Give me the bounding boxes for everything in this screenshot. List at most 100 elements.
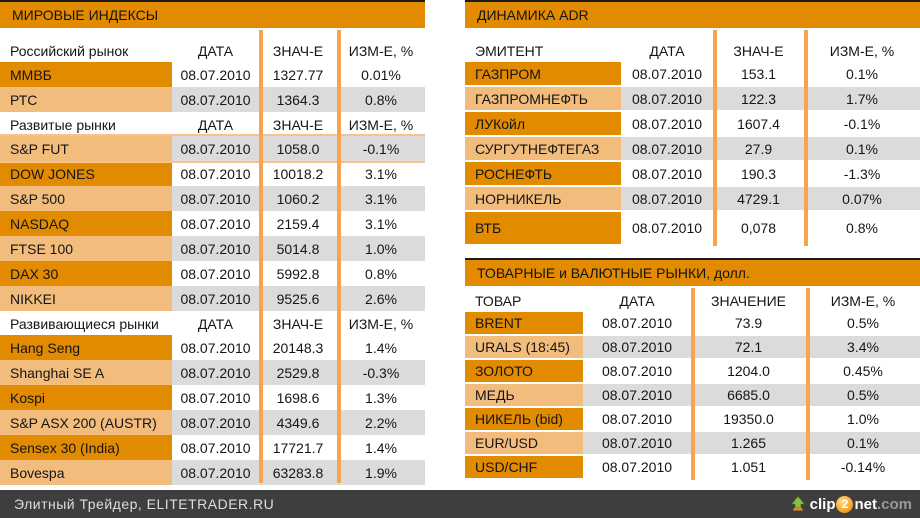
clip2net-logo[interactable]: clip 2 net .com [790, 490, 912, 518]
logo-badge-2: 2 [836, 495, 854, 513]
date-cell: 08.07.2010 [172, 136, 259, 161]
date-cell: 08.07.2010 [172, 236, 259, 261]
table-header-row: Российский рынок ДАТА ЗНАЧ-Е ИЗМ-Е, % [0, 40, 425, 62]
instrument-label: NIKKEI [0, 286, 172, 311]
table-row: РТС 08.07.2010 1364.3 0.8% [0, 87, 425, 112]
table-row: ГАЗПРОМ 08.07.2010 153.1 0.1% [465, 62, 920, 87]
column-header: ИЗМ-Е, % [348, 117, 414, 133]
adr-dynamics-panel: ДИНАМИКА ADR ЭМИТЕНТ ДАТА ЗНАЧ-Е ИЗМ-Е, % ГА… [465, 0, 920, 246]
table-header-row: ТОВАР ДАТА ЗНАЧЕНИЕ ИЗМ-Е, % [465, 290, 920, 312]
value-cell: 9525.6 [259, 286, 337, 311]
instrument-label: РТС [0, 87, 172, 112]
instrument-label: МЕДЬ [465, 384, 583, 408]
column-header: ИЗМ-Е, % [829, 43, 895, 59]
table-row: S&P FUT 08.07.2010 1058.0 -0.1% [0, 136, 425, 161]
table-row: ЛУКойл 08.07.2010 1607.4 -0.1% [465, 112, 920, 137]
change-cell: 0.07% [804, 187, 920, 212]
date-cell: 08.07.2010 [583, 312, 691, 336]
table-row: НОРНИКЕЛЬ 08.07.2010 4729.1 0.07% [465, 187, 920, 212]
table-row: Sensex 30 (India) 08.07.2010 17721.7 1.4% [0, 435, 425, 460]
panel-title: ДИНАМИКА ADR [477, 7, 589, 23]
value-cell: 190.3 [713, 162, 804, 187]
change-cell: -0.3% [337, 360, 425, 385]
table-row: NIKKEI 08.07.2010 9525.6 2.6% [0, 286, 425, 311]
table-row: DOW JONES 08.07.2010 10018.2 3.1% [0, 161, 425, 186]
instrument-label: ГАЗПРОМНЕФТЬ [465, 87, 621, 112]
table-row: Shanghai SE A 08.07.2010 2529.8 -0.3% [0, 360, 425, 385]
instrument-label: ЛУКойл [465, 112, 621, 137]
table-header-row: Развитые рынки ДАТА ЗНАЧ-Е ИЗМ-Е, % [0, 114, 425, 136]
value-cell: 1698.6 [259, 385, 337, 410]
change-cell: 1.4% [337, 335, 425, 360]
table-row: СУРГУТНЕФТЕГАЗ 08.07.2010 27.9 0.1% [465, 137, 920, 162]
table-header-row: ЭМИТЕНТ ДАТА ЗНАЧ-Е ИЗМ-Е, % [465, 40, 920, 62]
table-row: ГАЗПРОМНЕФТЬ 08.07.2010 122.3 1.7% [465, 87, 920, 112]
instrument-label: DAX 30 [0, 261, 172, 286]
value-cell: 1364.3 [259, 87, 337, 112]
column-header: ДАТА [197, 117, 234, 133]
table-row: FTSE 100 08.07.2010 5014.8 1.0% [0, 236, 425, 261]
column-header: ЗНАЧ-Е [272, 117, 324, 133]
table-row: Bovespa 08.07.2010 63283.8 1.9% [0, 460, 425, 485]
column-separator [337, 30, 341, 483]
change-cell: 0.8% [337, 261, 425, 286]
instrument-label: FTSE 100 [0, 236, 172, 261]
panel-title-banner: ТОВАРНЫЕ и ВАЛЮТНЫЕ РЫНКИ, долл. [465, 258, 920, 286]
change-cell: 1.7% [804, 87, 920, 112]
panel-title-banner: МИРОВЫЕ ИНДЕКСЫ [0, 0, 425, 28]
date-cell: 08.07.2010 [172, 335, 259, 360]
change-cell: 1.4% [337, 435, 425, 460]
value-cell: 1058.0 [259, 136, 337, 161]
date-cell: 08.07.2010 [172, 460, 259, 485]
instrument-label: ВТБ [465, 212, 621, 246]
value-cell: 63283.8 [259, 460, 337, 485]
value-cell: 2159.4 [259, 211, 337, 236]
value-cell: 5992.8 [259, 261, 337, 286]
commodity-currency-panel: ТОВАРНЫЕ и ВАЛЮТНЫЕ РЫНКИ, долл. ТОВАР ДА… [465, 258, 920, 480]
world-indices-panel: МИРОВЫЕ ИНДЕКСЫ Российский рынок ДАТА ЗНАЧ… [0, 0, 425, 485]
change-cell: 0.5% [806, 384, 920, 408]
date-cell: 08.07.2010 [621, 87, 713, 112]
instrument-label: NASDAQ [0, 211, 172, 236]
date-cell: 08.07.2010 [172, 410, 259, 435]
table-row: S&P ASX 200 (AUSTR) 08.07.2010 4349.6 2.2% [0, 410, 425, 435]
value-cell: 1327.77 [259, 62, 337, 87]
instrument-label: Sensex 30 (India) [0, 435, 172, 460]
table-row: МЕДЬ 08.07.2010 6685.0 0.5% [465, 384, 920, 408]
date-cell: 08.07.2010 [621, 137, 713, 162]
table-row: NASDAQ 08.07.2010 2159.4 3.1% [0, 211, 425, 236]
instrument-label: URALS (18:45) [465, 336, 583, 360]
column-separator [806, 288, 810, 480]
footer-site-label: Элитный Трейдер, ELITETRADER.RU [14, 496, 275, 512]
instrument-label: DOW JONES [0, 161, 172, 186]
change-cell: 2.2% [337, 410, 425, 435]
panel-title: ТОВАРНЫЕ и ВАЛЮТНЫЕ РЫНКИ, долл. [477, 265, 750, 281]
table-row: ЗОЛОТО 08.07.2010 1204.0 0.45% [465, 360, 920, 384]
column-separator [713, 30, 717, 246]
instrument-label: ММВБ [0, 62, 172, 87]
column-header: Российский рынок [10, 43, 129, 59]
date-cell: 08.07.2010 [172, 62, 259, 87]
panel-title: МИРОВЫЕ ИНДЕКСЫ [12, 7, 159, 23]
column-header: ИЗМ-Е, % [830, 293, 896, 309]
change-cell: 0.8% [337, 87, 425, 112]
date-cell: 08.07.2010 [172, 261, 259, 286]
change-cell: 0.1% [804, 137, 920, 162]
instrument-label: Bovespa [0, 460, 172, 485]
change-cell: 1.0% [337, 236, 425, 261]
column-header: ДАТА [619, 293, 655, 309]
value-cell: 72.1 [691, 336, 806, 360]
instrument-label: ЗОЛОТО [465, 360, 583, 384]
change-cell: 0.5% [806, 312, 920, 336]
date-cell: 08.07.2010 [172, 385, 259, 410]
instrument-label: S&P ASX 200 (AUSTR) [0, 410, 172, 435]
value-cell: 27.9 [713, 137, 804, 162]
date-cell: 08.07.2010 [172, 161, 259, 186]
column-separator [691, 288, 695, 480]
date-cell: 08.07.2010 [172, 186, 259, 211]
instrument-label: S&P 500 [0, 186, 172, 211]
instrument-label: USD/CHF [465, 456, 583, 480]
column-header: ДАТА [197, 316, 234, 332]
change-cell: 0.1% [806, 432, 920, 456]
